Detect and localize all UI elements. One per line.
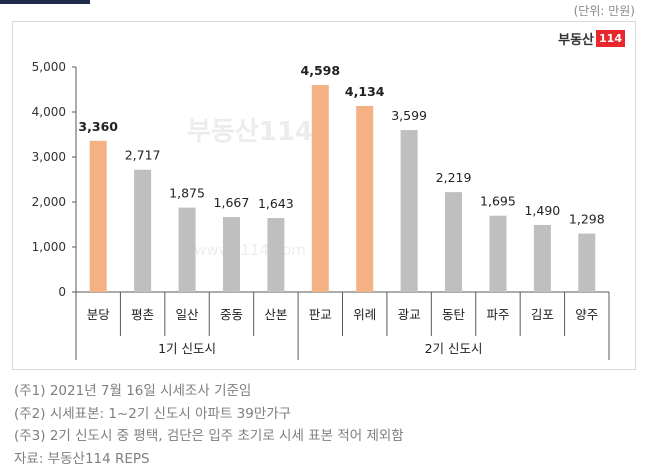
y-tick-label: 4,000 — [32, 105, 66, 119]
footnote: (주1) 2021년 7월 16일 시세조사 기준임 — [14, 383, 252, 399]
y-tick-label: 5,000 — [32, 60, 66, 74]
bar — [489, 215, 507, 292]
watermark-url: www.r114.com — [194, 241, 306, 259]
x-tick-label: 김포 — [531, 307, 554, 322]
x-tick-label: 동탄 — [442, 307, 466, 322]
x-tick-label: 산본 — [264, 307, 287, 322]
chart-frame — [12, 21, 636, 370]
bar — [578, 233, 596, 292]
x-tick-label: 판교 — [309, 307, 332, 322]
x-tick-label: 파주 — [486, 307, 509, 322]
bar — [222, 216, 240, 292]
y-tick-label: 1,000 — [32, 240, 66, 254]
group-label: 1기 신도시 — [158, 341, 216, 356]
data-label: 4,598 — [301, 63, 341, 78]
data-label: 1,643 — [258, 196, 294, 211]
x-tick-label: 분당 — [87, 307, 111, 322]
y-tick-label: 0 — [58, 285, 66, 299]
logo-text: 부동산 — [558, 33, 595, 48]
x-tick-label: 평촌 — [131, 307, 154, 322]
data-label: 1,695 — [480, 194, 516, 209]
unit-label: (단위: 만원) — [573, 4, 635, 18]
footnote: 자료: 부동산114 REPS — [14, 450, 150, 467]
bar — [400, 130, 418, 292]
data-label: 1,298 — [569, 212, 605, 227]
group-label: 2기 신도시 — [425, 341, 483, 356]
logo-badge: 114 — [596, 30, 625, 47]
footnote: (주2) 시세표본: 1~2기 신도시 아파트 39만가구 — [14, 405, 292, 422]
x-tick-label: 광교 — [398, 307, 421, 322]
y-tick-label: 3,000 — [32, 150, 66, 164]
data-label: 2,219 — [436, 170, 472, 185]
x-tick-label: 일산 — [176, 307, 200, 322]
footnote: (주3) 2기 신도시 중 평택, 검단은 입주 초기로 시세 표본 적어 제외… — [14, 428, 404, 444]
bar — [533, 224, 551, 292]
data-label: 1,875 — [169, 186, 205, 201]
bar — [356, 105, 374, 292]
bar — [89, 140, 107, 292]
bar — [267, 218, 285, 292]
data-label: 4,134 — [345, 84, 385, 99]
data-label: 1,667 — [214, 195, 250, 210]
brand-logo: 부동산 114 — [558, 29, 625, 48]
watermark-brand: 부동산114 — [187, 117, 313, 147]
x-tick-label: 양주 — [575, 307, 598, 322]
bar — [134, 169, 152, 292]
x-tick-label: 중동 — [220, 307, 243, 322]
title-fragment — [0, 0, 90, 4]
bar — [178, 207, 196, 292]
footnotes: (주1) 2021년 7월 16일 시세조사 기준임 (주2) 시세표본: 1~… — [14, 380, 404, 470]
data-label: 1,490 — [524, 203, 560, 218]
bar — [445, 192, 463, 292]
x-tick-label: 위례 — [353, 307, 376, 322]
bar — [311, 85, 329, 292]
data-label: 3,360 — [78, 119, 118, 134]
data-label: 3,599 — [391, 108, 427, 123]
data-label: 2,717 — [125, 148, 161, 163]
y-tick-label: 2,000 — [32, 195, 66, 209]
